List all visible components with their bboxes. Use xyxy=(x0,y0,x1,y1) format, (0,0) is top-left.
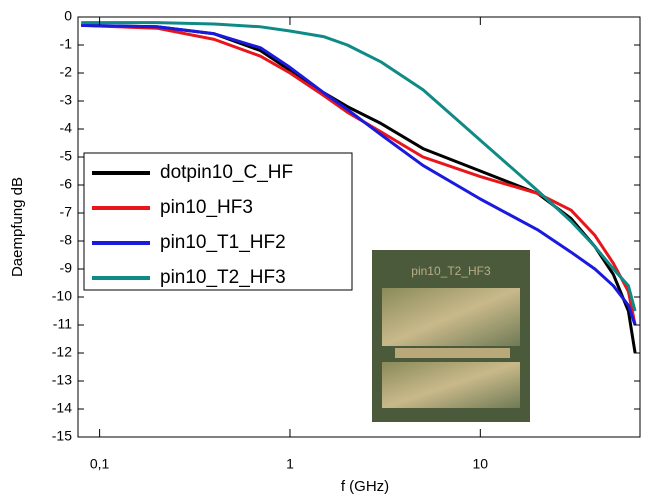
y-axis-title: Daempfung dB xyxy=(9,177,26,277)
y-tick-label: -4 xyxy=(60,120,73,136)
y-tick-label: -11 xyxy=(53,316,72,332)
legend-label: pin10_T2_HF3 xyxy=(160,267,286,288)
inset-pad xyxy=(382,288,520,346)
y-tick-label: -15 xyxy=(52,428,72,444)
x-tick-label: 0,1 xyxy=(90,456,110,472)
y-tick-label: -3 xyxy=(60,92,73,108)
y-tick-label: -10 xyxy=(52,288,72,304)
plot-frame xyxy=(77,16,641,438)
legend-label: pin10_HF3 xyxy=(160,197,253,218)
series-line xyxy=(81,23,637,326)
y-tick-label: -9 xyxy=(60,260,73,276)
y-tick-label: -13 xyxy=(52,372,72,388)
y-tick-label: -7 xyxy=(60,204,73,220)
x-axis-title: f (GHz) xyxy=(341,478,389,495)
legend-label: dotpin10_C_HF xyxy=(160,162,293,183)
y-tick-label: -2 xyxy=(60,64,73,80)
y-tick-label: -5 xyxy=(60,148,73,164)
legend-box xyxy=(83,152,353,291)
y-tick-label: -8 xyxy=(60,232,73,248)
y-tick-label: -12 xyxy=(52,344,72,360)
inset-strip xyxy=(395,348,510,358)
series-line xyxy=(81,21,637,312)
x-tick-label: 10 xyxy=(473,456,489,472)
inset-pad xyxy=(382,362,520,408)
legend: dotpin10_C_HF pin10_HF3 pin10_T1_HF2 pin10_… xyxy=(83,152,353,291)
inset-label: pin10_T2_HF3 xyxy=(411,264,491,278)
y-tick-label: -6 xyxy=(60,176,73,192)
y-tick-label: 0 xyxy=(64,8,72,24)
x-tick-label: 1 xyxy=(286,456,294,472)
inset-photo: pin10_T2_HF3 xyxy=(372,250,530,422)
y-tick-label: -14 xyxy=(52,400,72,416)
y-tick-label: -1 xyxy=(60,36,73,52)
series-line xyxy=(81,23,637,326)
legend-label: pin10_T1_HF2 xyxy=(160,232,286,253)
